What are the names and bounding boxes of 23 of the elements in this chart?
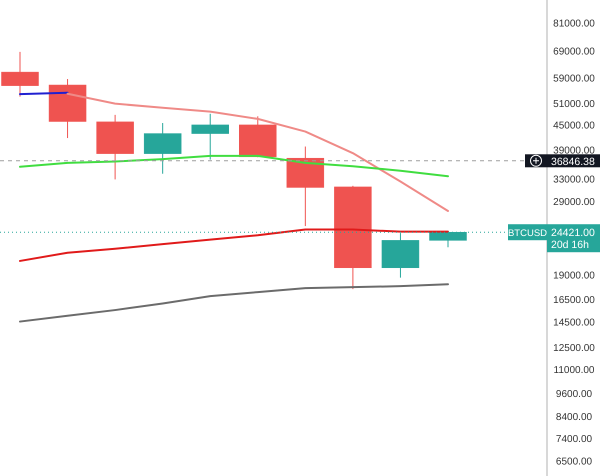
y-tick-label: 16500.00	[553, 294, 596, 306]
y-tick-label: 14500.00	[553, 317, 596, 328]
y-tick-label: 9600.00	[556, 388, 593, 400]
ref-line-label: 36846.38	[551, 156, 595, 168]
y-tick-label: 45000.00	[553, 120, 596, 132]
y-tick-label: 12500.00	[553, 343, 596, 354]
y-tick-label: 29000.00	[553, 196, 596, 208]
line-series	[19, 283, 449, 323]
y-tick-label: 8400.00	[556, 412, 593, 424]
y-tick-label: 39000.00	[553, 145, 596, 156]
y-tick-label: 51000.00	[553, 98, 596, 110]
text: BTCUSD	[508, 228, 548, 240]
text: 20d 16h	[551, 239, 590, 252]
y-tick-label: 81000.00	[553, 18, 596, 30]
y-tick-label: 11000.00	[554, 365, 595, 376]
y-tick-label: 33000.00	[553, 174, 596, 186]
ref-line-label: 24421.00	[551, 227, 595, 240]
line-series	[19, 154, 449, 178]
y-tick-label: 59000.00	[553, 74, 596, 85]
y-tick-label: 19000.00	[553, 270, 596, 282]
y-tick-label: 69000.00	[553, 46, 596, 58]
y-tick-label: 7400.00	[556, 434, 593, 446]
y-tick-label: 6500.00	[556, 456, 593, 468]
